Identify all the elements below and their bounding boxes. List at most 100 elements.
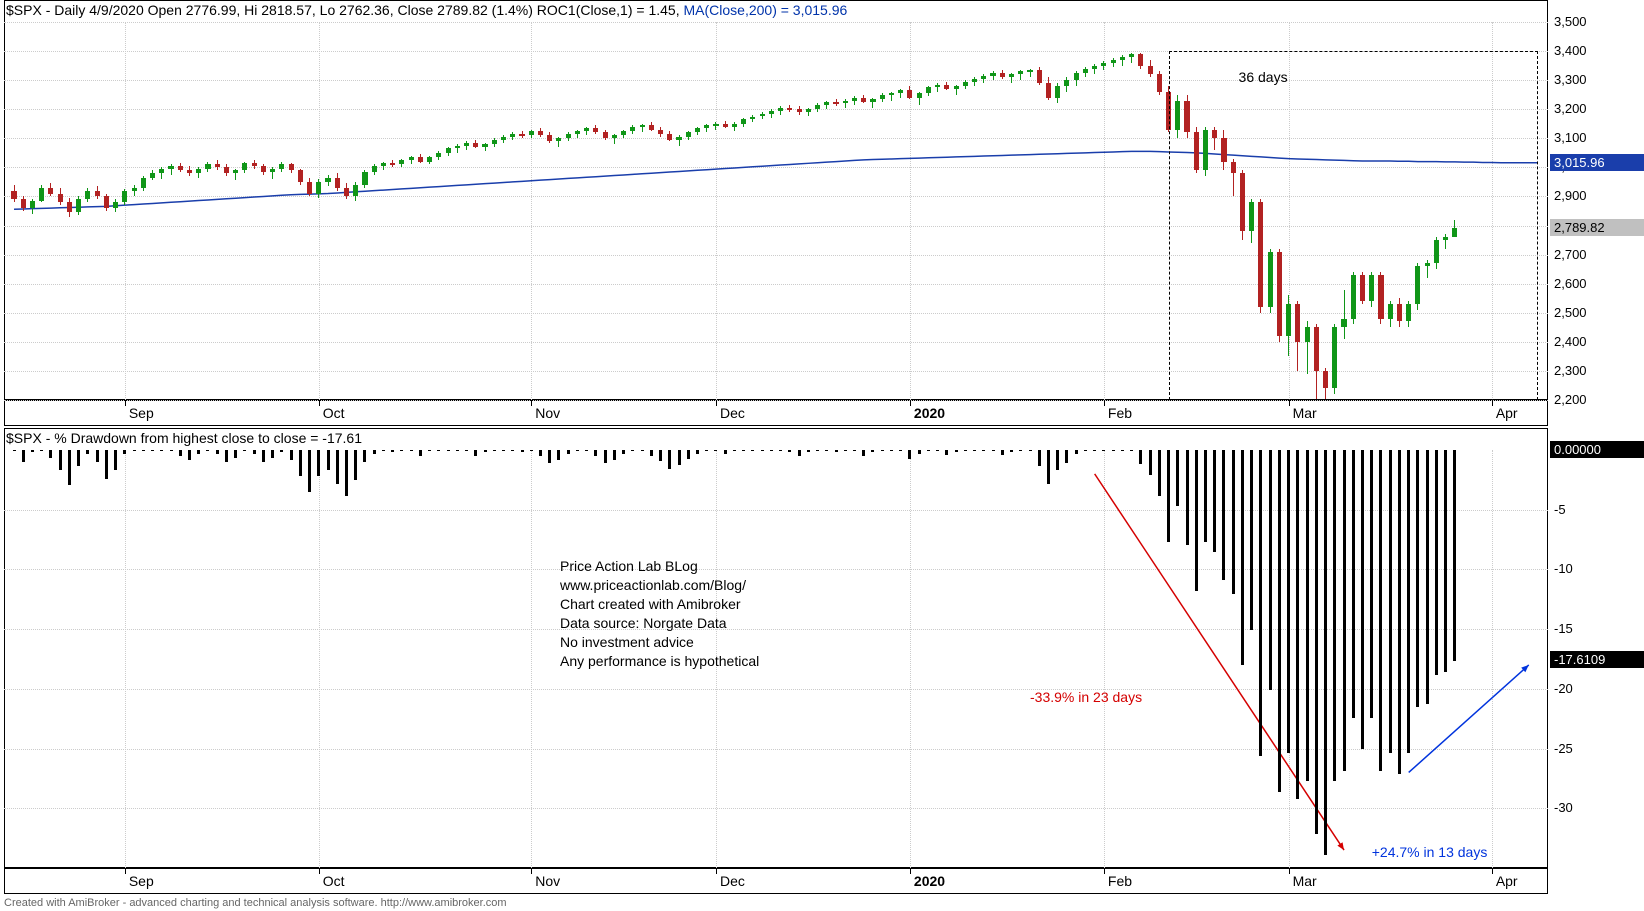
candle-body [436, 153, 441, 157]
drawdown-bar [982, 450, 985, 451]
candle-body [67, 202, 72, 212]
drawdown-bar [1370, 450, 1373, 718]
candle-body [907, 90, 912, 97]
drawdown-bar [1306, 450, 1309, 781]
drawdown-bar [502, 450, 505, 451]
drawdown-bar [1038, 450, 1041, 466]
drawdown-bar [1250, 450, 1253, 630]
x-label: Mar [1293, 873, 1317, 889]
drawdown-bar [1149, 450, 1152, 475]
candle-body [325, 178, 330, 182]
credit-line: No investment advice [560, 633, 759, 652]
candle-body [1064, 80, 1069, 86]
x-tick [319, 868, 320, 874]
drawdown-bar [1398, 450, 1401, 774]
candle-body [547, 135, 552, 141]
drawdown-bar [668, 450, 671, 469]
grid-v [319, 450, 320, 868]
drawdown-bar [1287, 450, 1290, 753]
candle-body [159, 169, 164, 173]
candle-body [95, 191, 100, 197]
candle-body [824, 102, 829, 105]
drawdown-bar [225, 450, 228, 462]
grid-v [531, 22, 532, 400]
candle-body [621, 131, 626, 135]
candle-body [861, 98, 866, 102]
drawdown-bar [151, 450, 154, 451]
drawdown-bar [1130, 450, 1133, 451]
x-tick [125, 868, 126, 874]
drawdown-bar [557, 450, 560, 460]
drawdown-bar [973, 450, 976, 451]
credit-line: Any performance is hypothetical [560, 652, 759, 671]
candle-body [713, 124, 718, 126]
candle-body [298, 170, 303, 182]
drawdown-bar [622, 450, 625, 454]
drawdown-bar [1167, 450, 1170, 542]
candle-body [963, 82, 968, 86]
y-tick-label: 2,900 [1554, 188, 1642, 203]
candle-body [510, 134, 515, 137]
y-tick-label: -20 [1554, 681, 1642, 696]
candle-body [575, 131, 580, 134]
drawdown-bar [899, 450, 902, 451]
candle-body [1148, 66, 1153, 75]
candle-body [362, 172, 367, 185]
drawdown-bar [659, 450, 662, 461]
candle-body [1037, 70, 1042, 83]
candle-body [168, 166, 173, 169]
drawdown-bar [373, 450, 376, 454]
x-tick [1289, 868, 1290, 874]
credit-line: Data source: Norgate Data [560, 614, 759, 633]
candle-body [205, 164, 210, 168]
drawdown-bar [49, 450, 52, 458]
x-tick [531, 400, 532, 406]
candle-body [39, 188, 44, 201]
drawdown-bar [465, 450, 468, 451]
candle-body [11, 191, 16, 200]
drawdown-bar [105, 450, 108, 479]
x-label: Nov [535, 405, 560, 421]
y-tick-label: -25 [1554, 741, 1642, 756]
candle-body [427, 157, 432, 161]
credits-block: Price Action Lab BLogwww.priceactionlab.… [560, 557, 759, 670]
candle-body [132, 188, 137, 191]
drawdown-bar [604, 450, 607, 463]
x-label: Dec [720, 873, 745, 889]
candle-body [556, 138, 561, 141]
candle-body [21, 199, 26, 208]
drawdown-bar [548, 450, 551, 463]
drawdown-bar [825, 450, 828, 451]
drawdown-bar [327, 450, 330, 470]
candle-body [944, 85, 949, 89]
drawdown-bar [724, 450, 727, 454]
y-tick-label: 3,500 [1554, 14, 1642, 29]
candle-body [1018, 71, 1023, 74]
drawdown-bar [40, 450, 43, 451]
drawdown-bar [807, 450, 810, 452]
candle-body [1074, 73, 1079, 80]
rally-annotation: +24.7% in 13 days [1372, 844, 1488, 860]
x-label: Feb [1108, 873, 1132, 889]
candle-body [1000, 73, 1005, 77]
x-label: Apr [1496, 873, 1518, 889]
drawdown-bar [511, 450, 514, 451]
y-tick-label: 2,400 [1554, 334, 1642, 349]
candle-body [473, 143, 478, 147]
drawdown-bar [539, 450, 542, 456]
drawdown-bar [1296, 450, 1299, 799]
drawdown-bar [890, 450, 893, 451]
candle-body [30, 201, 35, 208]
drawdown-bar [391, 450, 394, 452]
candle-body [519, 134, 524, 136]
drawdown-bar [280, 450, 283, 452]
candle-body [704, 125, 709, 128]
y-tick-label: -30 [1554, 800, 1642, 815]
y-tick-label: 2,500 [1554, 305, 1642, 320]
drawdown-bar [1241, 450, 1244, 665]
candle-body [833, 102, 838, 104]
candle-body [58, 194, 63, 203]
drawdown-bar [678, 450, 681, 465]
drawdown-bar [1426, 450, 1429, 704]
days-annotation: 36 days [1239, 69, 1288, 85]
